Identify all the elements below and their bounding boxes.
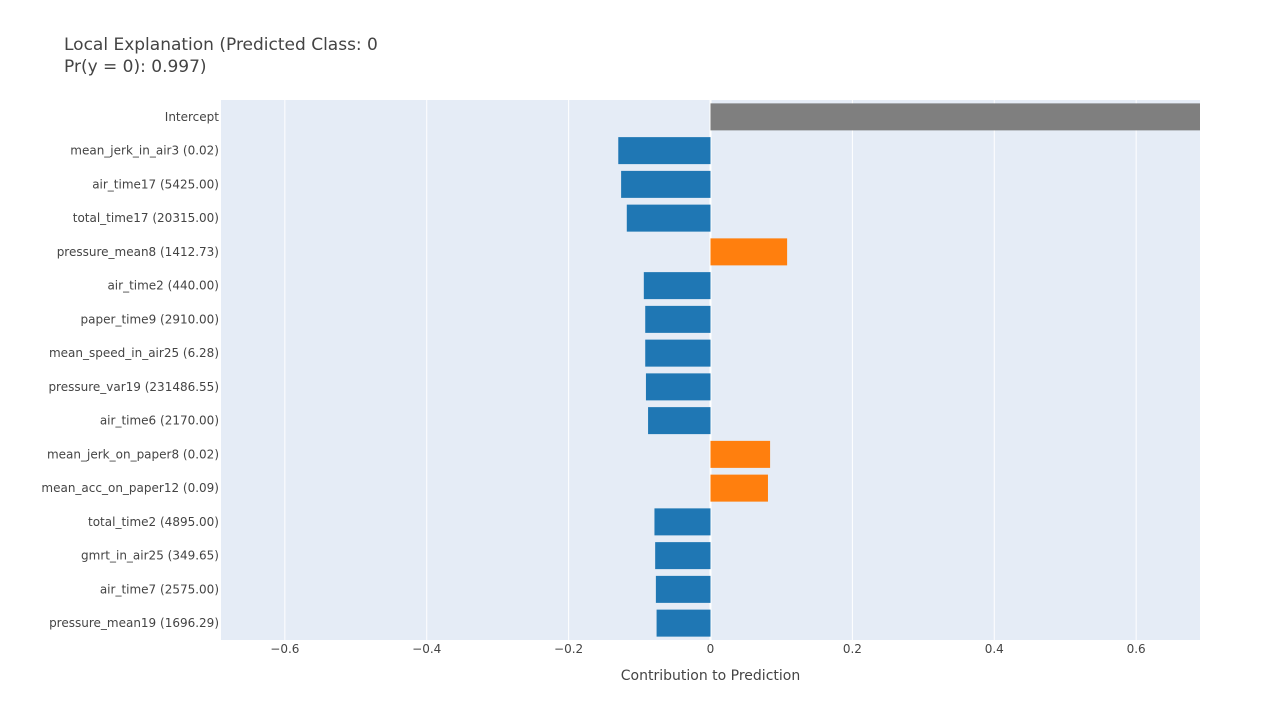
bar[interactable] xyxy=(626,204,711,232)
y-tick-label: mean_jerk_in_air3 (0.02) xyxy=(70,144,219,158)
x-tick-label: −0.2 xyxy=(554,642,583,656)
bar[interactable] xyxy=(648,407,711,435)
y-tick-label: mean_speed_in_air25 (6.28) xyxy=(49,346,219,360)
chart-title: Local Explanation (Predicted Class: 0 Pr… xyxy=(64,35,378,77)
x-tick-label: −0.4 xyxy=(412,642,441,656)
chart-title-line-2: Pr(y = 0): 0.997) xyxy=(64,57,207,77)
y-tick-label: Intercept xyxy=(165,110,220,124)
y-tick-label: gmrt_in_air25 (349.65) xyxy=(81,549,219,563)
x-tick-labels: −0.6 −0.4 −0.2 0 0.2 0.4 0.6 xyxy=(270,642,1145,656)
bar[interactable] xyxy=(618,137,711,165)
y-tick-label: total_time2 (4895.00) xyxy=(88,515,219,529)
y-tick-label: pressure_mean8 (1412.73) xyxy=(57,245,219,259)
y-tick-label: paper_time9 (2910.00) xyxy=(81,312,219,326)
bar[interactable] xyxy=(656,609,711,637)
y-tick-labels: Intercept mean_jerk_in_air3 (0.02) air_tim… xyxy=(41,110,219,630)
x-tick-label: 0 xyxy=(707,642,715,656)
bar[interactable] xyxy=(645,373,711,401)
x-axis-title: Contribution to Prediction xyxy=(621,668,800,684)
bars xyxy=(618,103,1201,637)
bar[interactable] xyxy=(710,440,771,468)
y-tick-label: pressure_mean19 (1696.29) xyxy=(49,616,219,630)
y-tick-label: pressure_var19 (231486.55) xyxy=(48,380,219,394)
bar[interactable] xyxy=(621,170,711,198)
y-tick-label: air_time7 (2575.00) xyxy=(100,582,219,596)
bar[interactable] xyxy=(645,339,711,367)
y-tick-label: air_time2 (440.00) xyxy=(107,279,219,293)
x-tick-label: 0.2 xyxy=(843,642,862,656)
bar[interactable] xyxy=(710,103,1201,131)
bar[interactable] xyxy=(654,508,711,536)
x-tick-label: 0.6 xyxy=(1127,642,1146,656)
bar[interactable] xyxy=(655,542,711,570)
bar[interactable] xyxy=(710,474,768,502)
y-tick-label: air_time17 (5425.00) xyxy=(92,177,219,191)
bar[interactable] xyxy=(645,305,711,333)
bar[interactable] xyxy=(710,238,788,266)
x-tick-label: 0.4 xyxy=(985,642,1004,656)
x-tick-label: −0.6 xyxy=(270,642,299,656)
y-tick-label: mean_acc_on_paper12 (0.09) xyxy=(41,481,219,495)
y-tick-label: total_time17 (20315.00) xyxy=(73,211,219,225)
y-tick-label: mean_jerk_on_paper8 (0.02) xyxy=(47,447,219,461)
y-tick-label: air_time6 (2170.00) xyxy=(100,414,219,428)
chart-title-line-1: Local Explanation (Predicted Class: 0 xyxy=(64,35,378,55)
bar[interactable] xyxy=(655,575,711,603)
bar[interactable] xyxy=(643,272,711,300)
